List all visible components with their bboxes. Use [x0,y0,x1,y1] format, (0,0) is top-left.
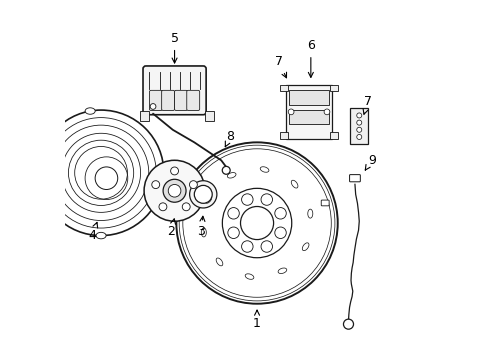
FancyBboxPatch shape [162,90,174,111]
Circle shape [189,181,217,208]
Bar [329,85,337,91]
FancyBboxPatch shape [174,90,187,111]
Circle shape [356,120,361,125]
FancyBboxPatch shape [149,90,162,111]
Circle shape [222,166,230,174]
Ellipse shape [260,167,268,172]
Ellipse shape [244,274,253,279]
Ellipse shape [216,258,223,266]
Text: 3: 3 [197,216,205,238]
Bar [280,85,287,91]
Circle shape [274,227,285,238]
Circle shape [287,109,293,115]
Text: 1: 1 [253,310,261,330]
Bar [289,110,328,125]
Circle shape [189,181,197,189]
Text: 5: 5 [170,32,178,63]
Ellipse shape [227,172,236,178]
Bar [280,132,287,139]
Text: 4: 4 [88,222,98,242]
FancyBboxPatch shape [186,90,199,111]
Circle shape [324,109,329,115]
Ellipse shape [278,268,286,274]
Circle shape [95,167,118,189]
FancyBboxPatch shape [142,66,206,115]
Circle shape [356,127,361,132]
Ellipse shape [85,108,95,114]
Circle shape [151,181,160,189]
Circle shape [261,194,272,205]
Text: 2: 2 [167,219,175,238]
Bar [329,132,337,139]
Text: 9: 9 [365,154,375,170]
Text: 6: 6 [306,39,314,77]
Text: 7: 7 [274,55,286,78]
Circle shape [240,207,273,239]
Circle shape [227,227,239,238]
Circle shape [194,185,212,203]
FancyBboxPatch shape [349,175,360,182]
Bar [140,111,148,121]
Circle shape [241,194,253,205]
Circle shape [241,241,253,252]
Bar [349,108,367,144]
Ellipse shape [307,209,312,218]
Circle shape [144,160,204,221]
Circle shape [182,203,190,211]
Circle shape [163,179,185,202]
Bar [204,111,214,121]
Circle shape [343,319,353,329]
Circle shape [274,208,285,219]
Circle shape [159,203,166,211]
Circle shape [356,134,361,139]
Ellipse shape [201,228,206,237]
Circle shape [261,241,272,252]
Text: 8: 8 [225,130,234,147]
Ellipse shape [204,195,211,203]
Bar [285,85,332,139]
Text: 7: 7 [363,95,371,114]
Circle shape [168,184,181,197]
Circle shape [356,113,361,118]
Ellipse shape [291,180,297,188]
Ellipse shape [302,243,308,251]
Bar [289,90,328,105]
Ellipse shape [96,232,106,239]
Circle shape [170,167,178,175]
Circle shape [150,104,156,109]
Circle shape [227,208,239,219]
FancyBboxPatch shape [321,200,328,206]
